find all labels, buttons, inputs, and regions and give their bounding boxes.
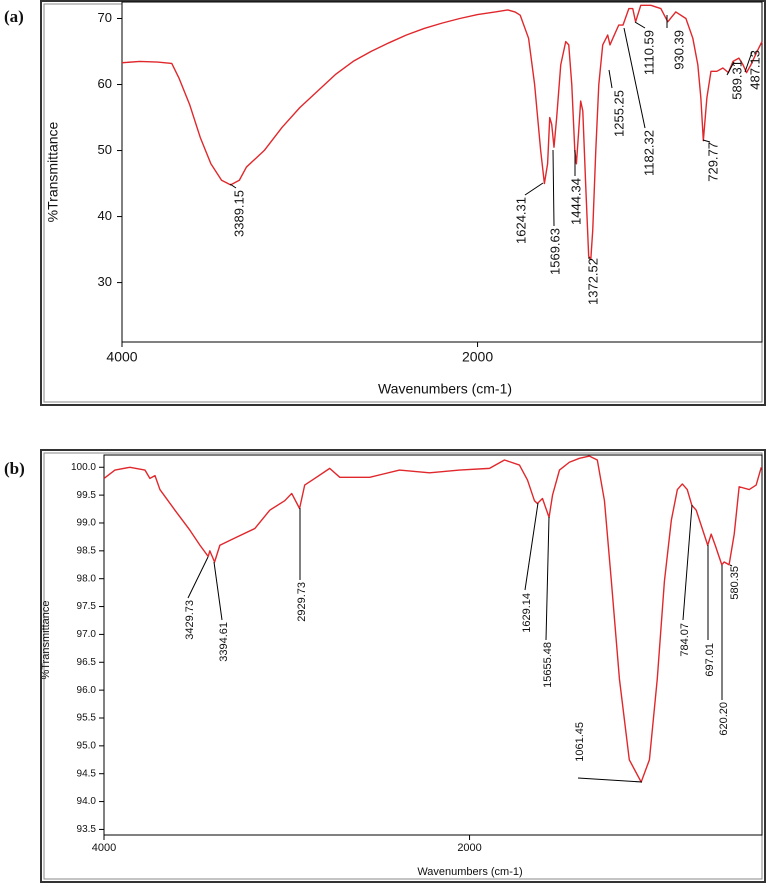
peak-leader	[608, 69, 613, 89]
y-tick-label: 94.5	[77, 768, 97, 779]
peak-leader	[744, 51, 753, 73]
peak-leader	[682, 504, 693, 621]
y-tick-label: 50	[98, 142, 112, 157]
plot-frame	[121, 1, 763, 343]
peak-label: 1061.45	[574, 722, 586, 762]
y-tick-label: 94.0	[77, 796, 97, 807]
peak-leader	[702, 139, 711, 143]
peak-leader	[729, 564, 733, 567]
peak-label: 930.39	[671, 30, 686, 70]
peak-label: 784.07	[679, 623, 691, 657]
y-axis-title: %Transmittance	[45, 121, 61, 222]
x-tick-label: 2000	[462, 349, 493, 365]
y-tick-label: 93.5	[77, 824, 97, 835]
peak-label: 3389.15	[231, 190, 246, 237]
plot-frame	[103, 454, 763, 836]
panel-frame	[40, 449, 766, 883]
peak-label: 1629.14	[521, 593, 533, 633]
peak-label: 1624.31	[513, 197, 528, 244]
y-tick-label: 100.0	[71, 462, 96, 473]
peak-label: 580.35	[729, 566, 741, 600]
spectrum-line	[121, 4, 763, 261]
peak-label: 1110.59	[641, 30, 656, 75]
y-tick-label: 97.0	[77, 629, 97, 640]
y-tick-label: 40	[98, 208, 112, 223]
x-tick-label: 4000	[106, 349, 137, 365]
y-tick-label: 95.0	[77, 740, 97, 751]
peak-label: 1444.34	[568, 178, 583, 225]
peak-label: 697.01	[704, 643, 716, 677]
peak-leader	[623, 27, 646, 129]
y-tick-label: 99.5	[77, 490, 97, 501]
peak-label: 3429.73	[184, 600, 196, 640]
peak-leader	[577, 777, 643, 783]
peak-leader	[187, 556, 209, 599]
peak-label: 2929.73	[296, 582, 308, 622]
x-axis-title: Wavenumbers (cm-1)	[417, 866, 522, 878]
panel-label: (b)	[4, 459, 25, 478]
peak-leader	[552, 149, 555, 227]
peak-leader	[726, 61, 735, 76]
y-tick-label: 96.5	[77, 657, 97, 668]
peak-label: 1372.52	[585, 258, 600, 305]
peak-label: 1569.63	[547, 228, 562, 275]
y-tick-label: 98.0	[77, 573, 97, 584]
x-axis-title: Wavenumbers (cm-1)	[378, 381, 512, 397]
peak-label: 1255.25	[611, 90, 626, 137]
x-tick-label: 4000	[92, 842, 116, 854]
y-axis-title: %Transmittance	[40, 600, 52, 679]
y-tick-label: 99.0	[77, 518, 97, 529]
peak-label: 487.13	[747, 50, 762, 90]
y-tick-label: 98.5	[77, 545, 97, 556]
y-tick-label: 97.5	[77, 601, 97, 612]
peak-label: 3394.61	[218, 622, 230, 662]
panel-label: (a)	[4, 7, 24, 26]
panel-frame	[40, 0, 766, 406]
y-tick-label: 96.0	[77, 685, 97, 696]
peak-label: 620.20	[718, 702, 730, 736]
peak-label: 729.77	[705, 142, 720, 182]
y-tick-label: 95.5	[77, 713, 97, 724]
peak-leader	[545, 516, 550, 641]
peak-label: 589.31	[729, 60, 744, 100]
peak-leader	[634, 21, 646, 29]
y-tick-label: 60	[98, 76, 112, 91]
peak-leader	[229, 183, 237, 189]
x-tick-label: 2000	[457, 842, 481, 854]
peak-label: 1182.32	[641, 130, 656, 176]
spectrum-line	[103, 455, 762, 783]
peak-leader	[524, 182, 544, 196]
y-tick-label: 70	[98, 10, 112, 25]
peak-leader	[213, 561, 223, 621]
peak-label: 15655.48	[542, 642, 554, 688]
y-tick-label: 30	[98, 274, 112, 289]
peak-leader	[524, 502, 539, 591]
